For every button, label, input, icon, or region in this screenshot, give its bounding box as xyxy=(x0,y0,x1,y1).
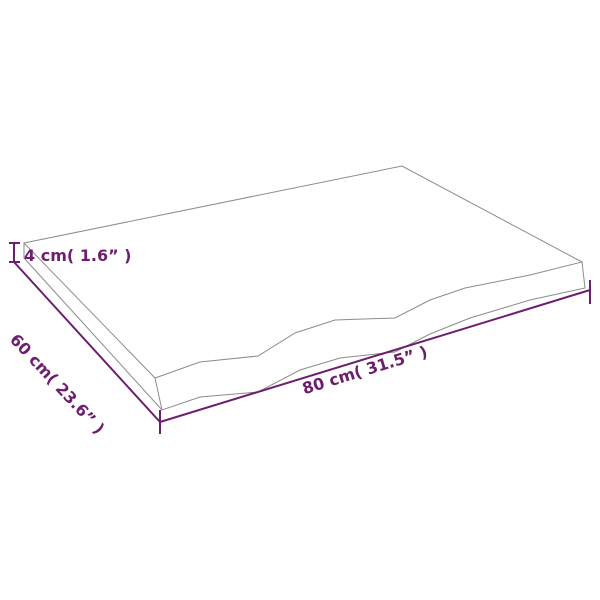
board-front-edge xyxy=(154,261,586,411)
height-dimension-line xyxy=(9,242,20,263)
board-top-surface xyxy=(23,165,584,379)
depth-dimension-line xyxy=(13,261,161,423)
width-dimension-line xyxy=(159,280,591,434)
height-label: 4 cm( 1.6” ) xyxy=(24,246,132,265)
dimension-lines xyxy=(9,242,591,434)
board-outline xyxy=(23,165,586,411)
board-side-edge xyxy=(23,243,163,411)
